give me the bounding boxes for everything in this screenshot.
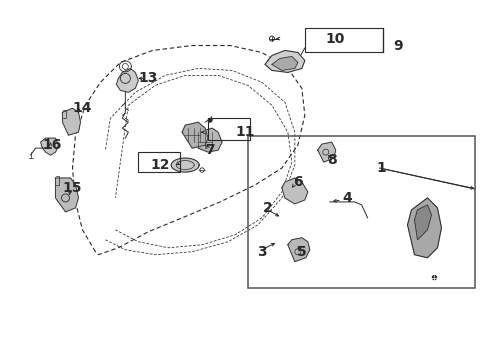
Polygon shape [317, 142, 335, 162]
Polygon shape [62, 108, 81, 135]
Text: 16: 16 [43, 138, 62, 152]
Text: 12: 12 [150, 158, 170, 172]
Text: 15: 15 [62, 181, 82, 195]
Bar [304, 28, 382, 53]
Polygon shape [56, 178, 78, 212]
Polygon shape [264, 50, 304, 72]
Text: 7: 7 [205, 143, 214, 157]
Polygon shape [182, 122, 208, 148]
Circle shape [208, 118, 211, 122]
Circle shape [431, 276, 436, 280]
Text: 11: 11 [235, 125, 254, 139]
Polygon shape [271, 57, 297, 71]
Polygon shape [407, 198, 441, 258]
Polygon shape [171, 158, 199, 172]
Text: 8: 8 [326, 153, 336, 167]
Text: 6: 6 [292, 175, 302, 189]
Text: 5: 5 [296, 245, 306, 259]
Text: 2: 2 [263, 201, 272, 215]
Bar [208, 118, 249, 140]
Text: 13: 13 [138, 71, 158, 85]
Polygon shape [281, 178, 307, 204]
Polygon shape [195, 128, 222, 152]
Bar [138, 152, 180, 172]
Text: 1: 1 [376, 161, 386, 175]
Text: 9: 9 [392, 39, 402, 53]
Polygon shape [41, 138, 59, 155]
Text: 4: 4 [342, 191, 352, 205]
Text: 10: 10 [325, 32, 344, 46]
Polygon shape [414, 205, 430, 240]
Text: 14: 14 [73, 101, 92, 115]
Polygon shape [116, 68, 138, 92]
Text: 3: 3 [257, 245, 266, 259]
Bar [247, 136, 474, 288]
Polygon shape [287, 238, 309, 262]
